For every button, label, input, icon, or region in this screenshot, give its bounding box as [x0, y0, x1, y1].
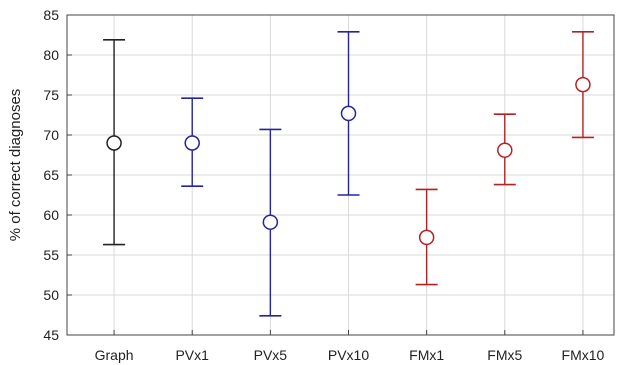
mean-marker: [106, 135, 122, 151]
error-bar-point: [571, 30, 594, 139]
y-axis-label: % of correct diagnoses: [7, 89, 24, 242]
y-tick-label: 85: [43, 7, 59, 23]
y-tick-label: 55: [43, 247, 59, 263]
y-tick-label: 70: [43, 127, 59, 143]
x-tick-label: Graph: [95, 347, 134, 363]
y-tick-label: 60: [43, 207, 59, 223]
error-bar-point: [181, 97, 204, 187]
y-tick-label: 75: [43, 87, 59, 103]
y-tick-label: 45: [43, 327, 59, 343]
x-tick-label: FMx10: [562, 347, 605, 363]
x-tick-label: FMx1: [409, 347, 444, 363]
grid-lines: [67, 14, 614, 336]
y-axis-ticks: 45 50 55 60 65 70 75 80 85: [43, 7, 72, 343]
mean-marker: [575, 76, 591, 93]
mean-marker: [340, 105, 357, 122]
mean-marker: [262, 214, 279, 230]
x-tick-label: PVx5: [254, 347, 288, 363]
mean-marker: [184, 135, 200, 151]
mean-marker: [418, 229, 435, 246]
x-tick-label: PVx1: [175, 347, 209, 363]
y-tick-label: 65: [43, 167, 59, 183]
error-bar-point: [259, 128, 282, 317]
error-bar-point: [493, 113, 516, 186]
x-tick-label: FMx5: [487, 347, 522, 363]
error-bar-point: [103, 38, 126, 246]
x-axis-ticks: Graph PVx1 PVx5 PVx10 FMx1 FMx5 FMx10: [95, 330, 605, 363]
data-marks: [103, 30, 594, 317]
y-tick-label: 50: [43, 287, 59, 303]
y-tick-label: 80: [43, 47, 59, 63]
x-tick-label: PVx10: [328, 347, 369, 363]
mean-marker: [497, 142, 513, 158]
error-bar-point: [415, 188, 438, 286]
error-bar-point: [337, 30, 360, 196]
